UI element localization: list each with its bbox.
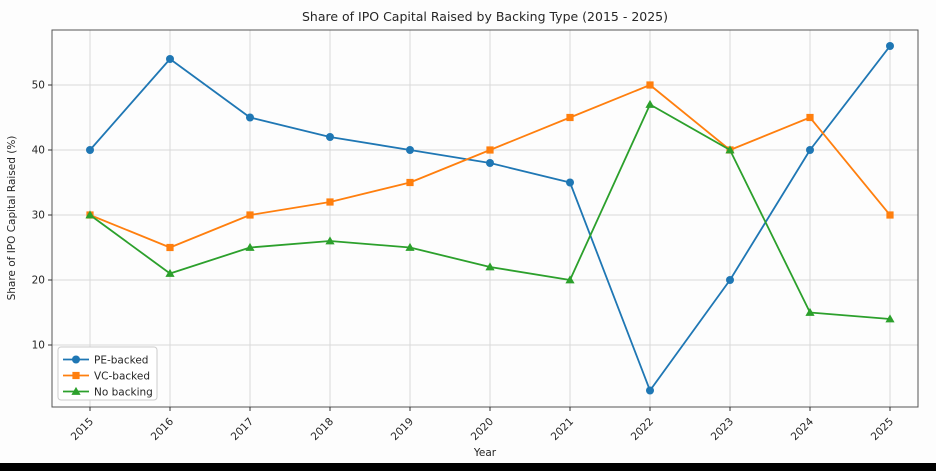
data-point-vc-backed (486, 146, 494, 154)
x-tick-label: 2023 (709, 416, 736, 443)
data-point-no-backing (645, 99, 655, 108)
legend-label-pe-backed: PE-backed (94, 354, 148, 366)
data-point-pe-backed (646, 386, 654, 395)
window-bottom-edge (0, 463, 936, 471)
data-point-pe-backed (726, 276, 734, 284)
chart-title: Share of IPO Capital Raised by Backing T… (302, 9, 668, 24)
y-tick-label: 40 (32, 145, 45, 157)
data-point-pe-backed (886, 42, 894, 50)
data-point-vc-backed (406, 178, 414, 187)
data-point-pe-backed (566, 178, 574, 187)
x-tick-label: 2024 (789, 415, 817, 443)
x-tick-label: 2018 (309, 416, 336, 443)
data-point-pe-backed (806, 146, 814, 154)
data-point-vc-backed (246, 211, 254, 219)
data-point-no-backing (885, 314, 895, 323)
y-tick-label: 30 (32, 210, 45, 222)
y-axis-label: Share of IPO Capital Raised (%) (6, 136, 18, 301)
data-point-vc-backed (566, 113, 574, 122)
legend-label-no-backing: No backing (94, 386, 153, 398)
data-point-no-backing (485, 262, 495, 271)
data-point-vc-backed (806, 113, 814, 122)
legend-marker-pe-backed (72, 355, 80, 364)
data-point-no-backing (805, 307, 815, 316)
x-axis-label: Year (473, 447, 497, 459)
data-point-pe-backed (406, 146, 414, 154)
series-layer (85, 42, 895, 395)
data-point-pe-backed (326, 133, 334, 141)
data-point-no-backing (325, 236, 335, 245)
data-point-vc-backed (166, 243, 174, 252)
x-tick-label: 2017 (229, 416, 256, 443)
data-point-no-backing (565, 275, 575, 284)
y-tick-label: 20 (32, 275, 45, 287)
grid-layer (52, 30, 918, 407)
data-point-pe-backed (166, 55, 174, 63)
x-tick-label: 2016 (149, 415, 177, 443)
data-point-vc-backed (326, 198, 334, 206)
data-point-pe-backed (486, 159, 494, 167)
x-tick-label: 2021 (549, 416, 576, 443)
y-tick-label: 50 (32, 80, 45, 92)
data-point-vc-backed (646, 81, 654, 89)
legend-marker-vc-backed (72, 371, 80, 380)
x-tick-label: 2025 (869, 416, 896, 443)
y-tick-label: 10 (32, 340, 45, 352)
legend: PE-backed VC-backed No backing (57, 346, 158, 401)
plot-border (51, 29, 919, 408)
x-tick-label: 2019 (389, 416, 416, 443)
data-point-no-backing (85, 210, 95, 219)
data-point-no-backing (725, 145, 735, 154)
legend-marker-no-backing (71, 386, 81, 395)
data-point-no-backing (245, 242, 255, 251)
legend-label-vc-backed: VC-backed (94, 370, 150, 382)
x-tick-label: 2022 (629, 416, 656, 443)
data-point-pe-backed (86, 146, 94, 154)
data-point-no-backing (165, 268, 175, 277)
data-point-vc-backed (886, 211, 894, 219)
x-tick-label: 2020 (469, 416, 496, 443)
data-point-pe-backed (246, 113, 254, 122)
x-tick-label: 2015 (69, 416, 96, 443)
data-point-no-backing (405, 242, 415, 251)
